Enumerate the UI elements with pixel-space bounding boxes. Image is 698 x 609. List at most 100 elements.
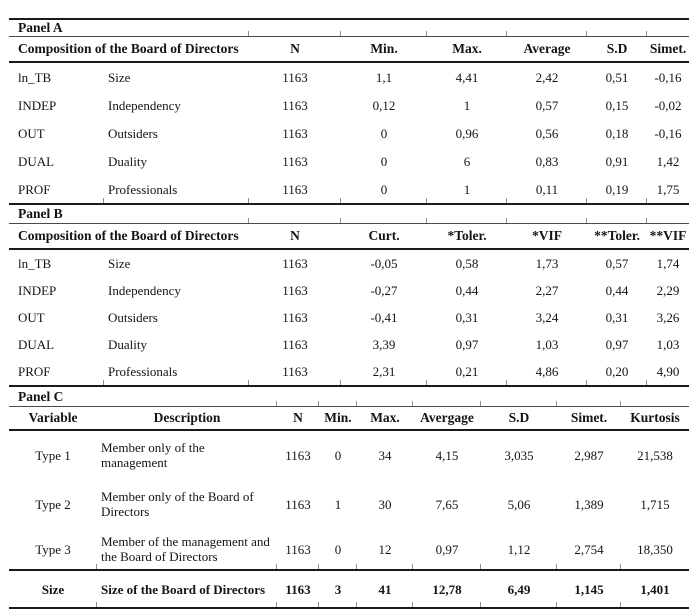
- cell-value: 1,715: [640, 496, 670, 512]
- cell-value: 0,56: [535, 125, 559, 141]
- column-header-n: N: [249, 36, 342, 64]
- cell-value: 1,03: [535, 337, 559, 353]
- table-row: Type 2 Member only of the Board of Direc…: [9, 479, 689, 529]
- row-code: ln_TB: [18, 256, 52, 272]
- table-row: ln_TB Size 1163 1,1 4,41 2,42 0,51 -0,16: [9, 62, 689, 91]
- spacer-cell: [277, 387, 319, 408]
- cell-value: 2,31: [341, 358, 428, 388]
- cell-value: 1: [463, 97, 471, 113]
- cell-value: 0,51: [605, 69, 629, 85]
- spacer-cell: [647, 18, 690, 38]
- table-row: PROF Professionals 1163 2,31 0,21 4,86 0…: [9, 358, 690, 388]
- row-desc: Independency: [108, 97, 181, 113]
- column-header-max: Max.: [357, 406, 413, 432]
- cell-value: 1163: [249, 175, 342, 206]
- cell-value: 1163: [282, 337, 308, 353]
- cell-value: 1163: [282, 256, 308, 272]
- cell-value: 1,75: [647, 175, 690, 206]
- table-row: Type 3 Member of the management and the …: [9, 529, 689, 572]
- column-header-description: Description: [97, 406, 277, 432]
- column-header-sd: S.D: [587, 36, 648, 64]
- cell-value: 0: [341, 175, 428, 206]
- spacer-cell: [507, 205, 588, 225]
- cell-value: 41: [357, 570, 413, 609]
- table-row: DUAL Duality 1163 0 6 0,83 0,91 1,42: [9, 147, 689, 175]
- column-header-toler1: *Toler.: [427, 223, 508, 251]
- column-header-min: Min.: [319, 406, 357, 432]
- cell-value: -0,05: [370, 256, 398, 272]
- cell-value: 0,44: [605, 283, 629, 299]
- spacer-cell: [481, 387, 557, 408]
- panel-b-title: Panel B: [9, 205, 250, 225]
- row-code: ln_TB: [18, 69, 52, 85]
- panel-c-header-row: Variable Description N Min. Max. Avergag…: [9, 406, 689, 432]
- cell-value: 12,78: [413, 570, 481, 609]
- cell-value: 2,987: [574, 447, 604, 463]
- row-desc: Professionals: [104, 358, 250, 388]
- cell-value: 21,538: [637, 447, 673, 463]
- row-code: INDEP: [18, 283, 57, 299]
- spacer-cell: [341, 18, 428, 38]
- cell-value: 3: [319, 570, 357, 609]
- cell-value: -0,41: [370, 310, 398, 326]
- table-row: INDEP Independency 1163 0,12 1 0,57 0,15…: [9, 91, 689, 119]
- cell-value: -0,02: [654, 97, 682, 113]
- cell-value: 12: [357, 529, 413, 572]
- cell-value: 1,73: [535, 256, 559, 272]
- table-row-size-summary: Size Size of the Board of Directors 1163…: [9, 570, 689, 609]
- cell-value: 0,21: [427, 358, 508, 388]
- cell-value: 3,39: [372, 337, 396, 353]
- panel-b-title-row: Panel B: [9, 205, 690, 225]
- cell-value: 0,97: [455, 337, 479, 353]
- cell-value: 1,1: [375, 69, 393, 85]
- row-desc: Member of the management and the Board o…: [97, 529, 277, 572]
- cell-value: 0,12: [372, 97, 396, 113]
- row-code: DUAL: [18, 337, 55, 353]
- cell-value: 1163: [277, 570, 319, 609]
- cell-value: 1163: [285, 496, 311, 512]
- spacer-cell: [587, 205, 648, 225]
- cell-value: 3,035: [504, 447, 534, 463]
- table-row: DUAL Duality 1163 3,39 0,97 1,03 0,97 1,…: [9, 331, 689, 358]
- cell-value: 0,96: [455, 125, 479, 141]
- spacer-cell: [647, 205, 690, 225]
- column-header-composition: Composition of the Board of Directors: [9, 223, 250, 251]
- column-header-average: Avergage: [413, 406, 481, 432]
- panel-a-title-row: Panel A: [9, 18, 690, 38]
- cell-value: 1,401: [621, 570, 689, 609]
- cell-value: 2,27: [535, 283, 559, 299]
- cell-value: 30: [378, 496, 392, 512]
- cell-value: 1163: [282, 69, 308, 85]
- column-header-vif1: *VIF: [507, 223, 588, 251]
- cell-value: 1,145: [557, 570, 621, 609]
- cell-value: 1163: [282, 125, 308, 141]
- cell-value: 1163: [282, 97, 308, 113]
- cell-value: 1,12: [481, 529, 557, 572]
- column-header-simet: Simet.: [647, 36, 690, 64]
- spacer-cell: [507, 18, 588, 38]
- row-code: Size: [9, 570, 97, 609]
- row-desc: Duality: [108, 337, 147, 353]
- row-desc: Size: [108, 69, 131, 85]
- column-header-curt: Curt.: [341, 223, 428, 251]
- row-code: PROF: [9, 358, 104, 388]
- spacer-cell: [319, 387, 357, 408]
- cell-value: 1,74: [656, 256, 680, 272]
- column-header-max: Max.: [427, 36, 508, 64]
- column-header-vif2: **VIF: [647, 223, 690, 251]
- spacer-cell: [357, 387, 413, 408]
- column-header-kurtosis: Kurtosis: [621, 406, 689, 432]
- cell-value: 0: [319, 529, 357, 572]
- cell-value: 1163: [282, 310, 308, 326]
- spacer-cell: [427, 205, 508, 225]
- cell-value: 5,06: [507, 496, 531, 512]
- cell-value: 6: [463, 153, 471, 169]
- panel-b-header-row: Composition of the Board of Directors N …: [9, 223, 690, 251]
- cell-value: 1163: [285, 447, 311, 463]
- row-code: OUT: [18, 125, 45, 141]
- spacer-cell: [427, 18, 508, 38]
- row-code: Type 2: [35, 496, 71, 512]
- cell-value: 4,86: [507, 358, 588, 388]
- column-header-min: Min.: [341, 36, 428, 64]
